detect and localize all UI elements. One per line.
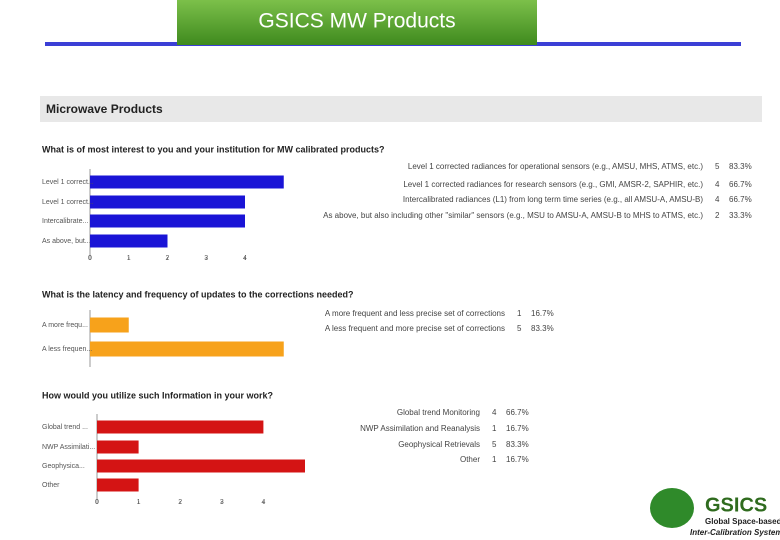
logo-globe xyxy=(650,488,694,528)
panel-title: Microwave Products xyxy=(46,102,163,116)
bar xyxy=(90,234,168,248)
logo-tagline: Inter-Calibration System xyxy=(690,528,780,537)
question: What is the latency and frequency of upd… xyxy=(42,289,354,299)
y-tick-label: NWP Assimilati... xyxy=(42,444,95,451)
y-tick-label: Level 1 correct... xyxy=(42,199,94,206)
y-tick-label: Geophysica... xyxy=(42,463,85,470)
percent-label: 16.7% xyxy=(506,455,529,464)
x-tick-label: 0 xyxy=(88,255,92,262)
percent-label: 66.7% xyxy=(729,180,752,189)
count-label: 4 xyxy=(715,195,720,204)
x-tick-label: 1 xyxy=(127,255,131,262)
percent-label: 83.3% xyxy=(531,324,554,333)
legend-label: Intercalibrated radiances (L1) from long… xyxy=(403,195,703,204)
question: What is of most interest to you and your… xyxy=(42,144,385,154)
legend-label: Level 1 corrected radiances for research… xyxy=(403,180,703,189)
bar xyxy=(97,420,264,434)
percent-label: 83.3% xyxy=(729,162,752,171)
bar xyxy=(97,478,139,492)
y-tick-label: A less frequen... xyxy=(42,346,92,353)
bar xyxy=(97,459,305,473)
x-tick-label: 4 xyxy=(261,499,265,506)
bar xyxy=(90,317,129,333)
legend-label: Level 1 corrected radiances for operatio… xyxy=(408,162,703,171)
x-tick-label: 4 xyxy=(243,255,247,262)
legend-label: As above, but also including other "simi… xyxy=(323,211,703,220)
legend-label: Geophysical Retrievals xyxy=(398,440,480,449)
y-tick-label: Other xyxy=(42,482,60,489)
count-label: 1 xyxy=(492,424,497,433)
count-label: 1 xyxy=(492,455,497,464)
y-tick-label: Global trend ... xyxy=(42,424,88,431)
logo-tagline: Global Space-based xyxy=(705,517,780,526)
y-tick-label: As above, but... xyxy=(42,238,91,245)
y-tick-label: Intercalibrate... xyxy=(42,218,88,225)
bar xyxy=(97,440,139,454)
count-label: 4 xyxy=(492,408,497,417)
legend-label: NWP Assimilation and Reanalysis xyxy=(360,424,480,433)
count-label: 5 xyxy=(517,324,522,333)
slide-title: GSICS MW Products xyxy=(258,10,455,33)
x-tick-label: 1 xyxy=(137,499,141,506)
count-label: 2 xyxy=(715,211,720,220)
title-box xyxy=(177,0,537,45)
bar xyxy=(90,214,245,228)
count-label: 1 xyxy=(517,309,522,318)
y-tick-label: Level 1 correct... xyxy=(42,179,94,186)
bar xyxy=(90,175,284,189)
x-tick-label: 2 xyxy=(178,499,182,506)
question: How would you utilize such Information i… xyxy=(42,390,273,400)
legend-label: A less frequent and more precise set of … xyxy=(325,324,505,333)
legend-label: Global trend Monitoring xyxy=(397,408,480,417)
legend-label: Other xyxy=(460,455,480,464)
panel-header xyxy=(40,96,762,122)
y-tick-label: A more frequ... xyxy=(42,322,88,329)
count-label: 5 xyxy=(492,440,497,449)
count-label: 5 xyxy=(715,162,720,171)
percent-label: 33.3% xyxy=(729,211,752,220)
x-tick-label: 0 xyxy=(95,499,99,506)
percent-label: 16.7% xyxy=(506,424,529,433)
count-label: 4 xyxy=(715,180,720,189)
logo-name: GSICS xyxy=(705,494,767,516)
bar xyxy=(90,341,284,357)
legend-label: A more frequent and less precise set of … xyxy=(325,309,505,318)
x-tick-label: 3 xyxy=(220,499,224,506)
percent-label: 16.7% xyxy=(531,309,554,318)
logo: GSICS Global Space-based Inter-Calibrati… xyxy=(650,488,780,537)
bar xyxy=(90,195,245,209)
percent-label: 66.7% xyxy=(729,195,752,204)
percent-label: 83.3% xyxy=(506,440,529,449)
x-tick-label: 3 xyxy=(204,255,208,262)
x-tick-label: 2 xyxy=(166,255,170,262)
percent-label: 66.7% xyxy=(506,408,529,417)
